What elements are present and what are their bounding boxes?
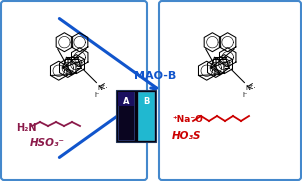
Text: N⁺·: N⁺· — [246, 85, 256, 90]
Text: H₂N: H₂N — [16, 123, 37, 133]
Text: B: B — [143, 97, 149, 106]
Text: Si: Si — [224, 62, 231, 68]
Bar — [138, 92, 154, 140]
Text: HSO₃⁻: HSO₃⁻ — [30, 138, 65, 148]
FancyBboxPatch shape — [159, 1, 301, 180]
Text: I⁻: I⁻ — [95, 92, 100, 98]
FancyBboxPatch shape — [1, 1, 147, 180]
Bar — [118, 92, 134, 140]
Text: ⁺Na⁻O: ⁺Na⁻O — [172, 115, 203, 125]
Bar — [118, 92, 134, 106]
Text: N⁺·: N⁺· — [98, 85, 108, 90]
Text: A: A — [123, 97, 129, 106]
Text: MAO-B: MAO-B — [134, 71, 176, 81]
Text: Si: Si — [76, 62, 83, 68]
Text: I⁻: I⁻ — [243, 92, 248, 98]
Bar — [116, 90, 156, 142]
Text: HO₃S: HO₃S — [172, 131, 201, 141]
